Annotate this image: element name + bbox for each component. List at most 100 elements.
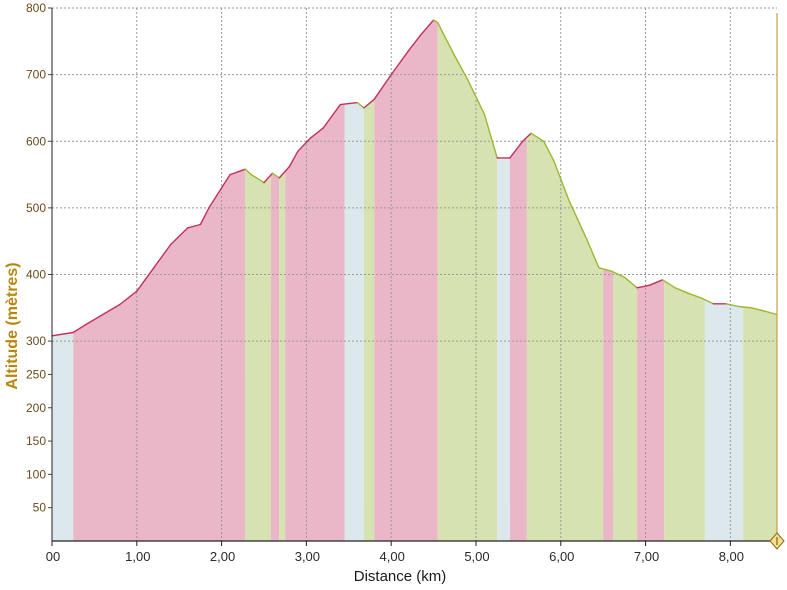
segment-area-15 [637, 279, 665, 541]
profile-segment-1 [51, 331, 74, 337]
y-tick-label-6: 250 [26, 367, 46, 381]
profile-segment-19 [288, 150, 299, 168]
profile-segment-32 [441, 30, 456, 57]
profile-segment-50 [674, 287, 689, 294]
y-axis-title: Altitude (mètres) [4, 262, 21, 389]
profile-segment-51 [687, 292, 702, 299]
profile-segment-21 [309, 127, 324, 139]
profile-segment-23 [339, 101, 358, 106]
profile-line [51, 19, 778, 337]
profile-segment-49 [661, 279, 676, 289]
profile-segment-4 [102, 303, 121, 316]
profile-segment-9 [186, 223, 202, 229]
x-tick-label-4: 4,00 [380, 549, 405, 564]
profile-segment-14 [244, 168, 253, 176]
profile-segment-41 [553, 160, 570, 202]
y-tick-label-1: 700 [26, 68, 46, 82]
segment-area-8 [374, 20, 438, 541]
profile-segment-18 [278, 165, 291, 179]
segment-area-7 [364, 99, 375, 542]
segment-area-17 [704, 299, 744, 541]
profile-segment-42 [568, 200, 587, 239]
profile-segment-15 [250, 173, 265, 184]
segment-area-10 [497, 157, 510, 541]
y-tick-label-7: 200 [26, 401, 46, 415]
segment-area-16 [664, 280, 705, 541]
profile-segment-33 [454, 55, 469, 81]
profile-segment-37 [509, 140, 524, 159]
profile-segment-28 [407, 34, 422, 52]
profile-segment-44 [598, 267, 613, 272]
profile-segment-20 [297, 137, 312, 152]
y-tick-label-0: 800 [26, 1, 46, 15]
profile-segment-43 [585, 237, 600, 269]
profile-segment-24 [356, 101, 365, 109]
segment-area-6 [344, 102, 365, 541]
x-tick-label-7: 7,00 [634, 549, 659, 564]
x-tick-labels: 00 1,00 2,00 3,00 4,00 5,00 6,00 7,00 8,00 [46, 541, 744, 564]
gradient-segments [52, 20, 777, 542]
segment-area-14 [613, 272, 638, 541]
segment-area-3 [270, 173, 280, 541]
profile-segment-6 [136, 267, 155, 292]
x-tick-label-6: 6,00 [549, 549, 574, 564]
profile-segment-39 [530, 132, 545, 143]
profile-segment-34 [466, 78, 486, 116]
segment-area-1 [73, 169, 246, 541]
profile-segment-31 [437, 22, 443, 32]
profile-segment-8 [169, 227, 189, 246]
y-tick-label-8: 150 [26, 434, 46, 448]
profile-segment-52 [700, 297, 715, 305]
profile-segment-56 [750, 307, 765, 312]
profile-segment-5 [119, 290, 138, 306]
y-tick-labels: 800 700 600 500 400 300 250 200 150 100 50 [26, 1, 52, 515]
profile-segment-57 [763, 310, 778, 316]
profile-segment-45 [610, 270, 626, 278]
x-tick-label-0: 00 [46, 549, 60, 564]
y-tick-label-3: 500 [26, 201, 46, 215]
profile-segment-13 [229, 168, 247, 176]
segment-area-2 [245, 169, 271, 541]
y-tick-label-5: 300 [26, 334, 46, 348]
x-tick-label-1: 1,00 [125, 549, 150, 564]
x-tick-label-8: 8,00 [719, 549, 744, 564]
y-tick-label-2: 600 [26, 134, 46, 148]
segment-area-0 [52, 332, 74, 541]
profile-segment-22 [322, 103, 341, 129]
profile-segment-12 [220, 173, 231, 189]
profile-segment-10 [199, 207, 210, 226]
profile-segment-54 [725, 303, 740, 308]
profile-segment-35 [483, 113, 498, 159]
profile-segment-48 [649, 279, 664, 286]
x-tick-label-5: 5,00 [464, 549, 489, 564]
y-tick-label-9: 100 [26, 467, 46, 481]
profile-segment-2 [72, 323, 87, 334]
profile-segment-29 [420, 19, 435, 36]
profile-segment-46 [623, 276, 638, 289]
position-cursor[interactable] [769, 13, 785, 550]
profile-segment-27 [390, 50, 409, 76]
x-tick-label-2: 2,00 [210, 549, 235, 564]
profile-segment-11 [208, 187, 223, 209]
segment-area-5 [285, 104, 345, 541]
y-tick-label-10: 50 [33, 501, 47, 515]
x-axis-title: Distance (km) [354, 568, 447, 585]
profile-segment-26 [373, 73, 392, 101]
profile-segment-25 [363, 98, 375, 109]
segment-area-9 [437, 22, 498, 541]
profile-segment-16 [263, 172, 274, 184]
x-tick-label-3: 3,00 [295, 549, 320, 564]
profile-segment-38 [521, 132, 532, 143]
profile-segment-17 [271, 172, 280, 179]
segment-area-18 [743, 306, 777, 541]
profile-segment-40 [543, 140, 555, 162]
segment-area-13 [603, 268, 614, 541]
segment-area-12 [526, 133, 604, 542]
profile-segment-55 [738, 305, 753, 309]
y-tick-label-4: 400 [26, 268, 46, 282]
profile-segment-47 [636, 284, 651, 289]
profile-segment-30 [432, 19, 439, 24]
segment-area-11 [509, 137, 527, 542]
profile-segment-3 [85, 313, 104, 326]
